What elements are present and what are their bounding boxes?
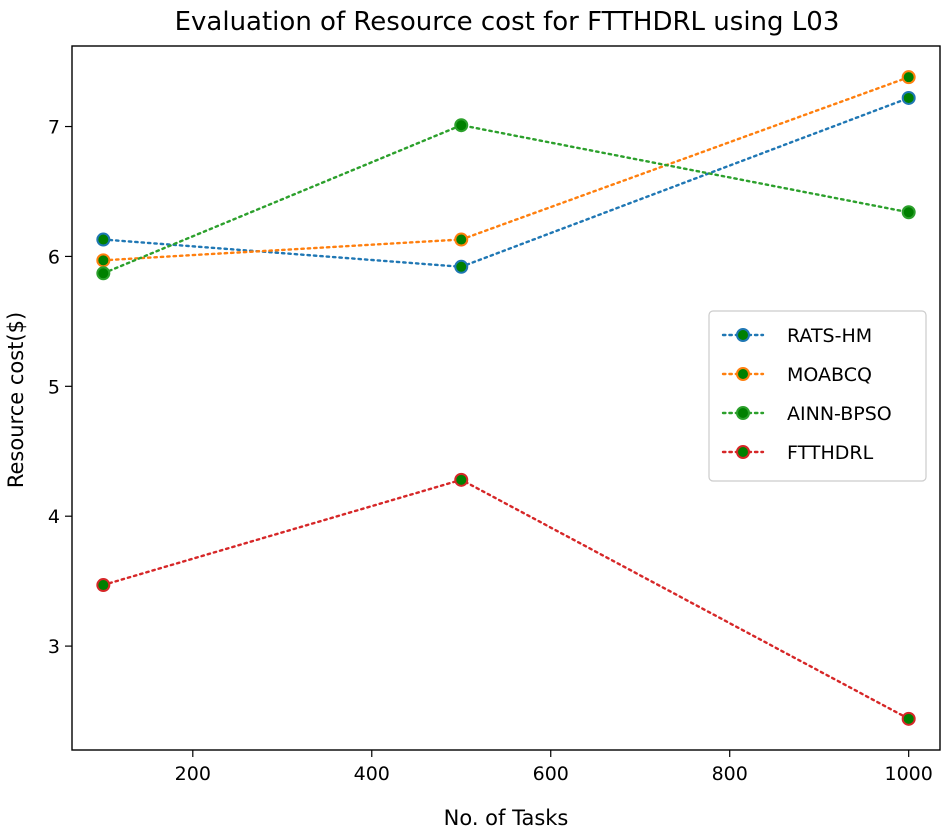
y-tick-label: 5: [48, 376, 60, 398]
legend-box: [708, 310, 927, 482]
y-tick-label: 4: [48, 506, 60, 528]
legend-label: FTTHDRL: [787, 442, 874, 464]
data-point-moabcq: [901, 70, 916, 85]
data-point-ainn-bpso: [454, 118, 469, 133]
legend-label: MOABCQ: [787, 364, 872, 386]
data-point-ftthdrl: [454, 472, 469, 487]
legend-marker: [736, 445, 750, 459]
legend: RATS-HM MOABCQ AINN-BPSO FTTHDRL: [708, 310, 927, 482]
data-point-rats-hm: [454, 259, 469, 274]
data-point-ainn-bpso: [901, 205, 916, 220]
series-line-moabcq: [102, 75, 910, 262]
data-point-ftthdrl: [901, 711, 916, 726]
x-tick-label: 800: [712, 763, 748, 785]
series-line-rats-hm: [102, 96, 910, 269]
y-tick-label: 6: [48, 246, 60, 268]
data-point-moabcq: [454, 232, 469, 247]
legend-marker: [736, 367, 750, 381]
x-axis-label: No. of Tasks: [444, 806, 569, 829]
data-point-rats-hm: [901, 90, 916, 105]
plot-area: 200 400 600 800 1000 3 4 5 6 7: [48, 45, 941, 785]
data-point-ainn-bpso: [96, 266, 111, 281]
chart-title: Evaluation of Resource cost for FTTHDRL …: [175, 7, 840, 37]
legend-marker: [736, 406, 750, 420]
legend-label: AINN-BPSO: [787, 403, 892, 425]
x-tick-label: 600: [533, 763, 569, 785]
x-tick-label: 1000: [885, 763, 933, 785]
x-tick-label: 400: [354, 763, 390, 785]
data-point-ftthdrl: [96, 578, 111, 593]
y-tick-label: 3: [48, 636, 60, 658]
y-tick-label: 7: [48, 117, 60, 139]
y-axis-label: Resource cost($): [4, 312, 28, 488]
data-point-rats-hm: [96, 232, 111, 247]
plot-frame: [71, 45, 941, 751]
data-point-moabcq: [96, 253, 111, 268]
legend-label: RATS-HM: [787, 325, 872, 347]
series-line-ftthdrl: [102, 478, 910, 720]
series-line-ainn-bpso: [102, 123, 910, 275]
x-tick-label: 200: [175, 763, 211, 785]
legend-marker: [736, 328, 750, 342]
